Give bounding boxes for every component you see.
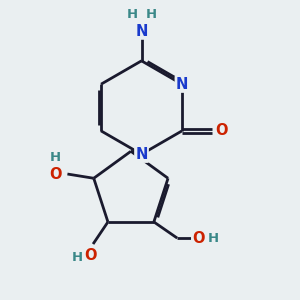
Text: N: N: [176, 77, 188, 92]
Text: H: H: [50, 152, 61, 164]
Text: O: O: [215, 123, 227, 138]
Text: N: N: [135, 24, 148, 39]
Text: H: H: [145, 8, 156, 22]
Text: N: N: [135, 147, 148, 162]
Text: O: O: [49, 167, 62, 182]
Text: H: H: [71, 251, 82, 264]
Text: H: H: [127, 8, 138, 22]
Text: H: H: [208, 232, 219, 244]
Text: O: O: [84, 248, 97, 263]
Text: O: O: [192, 231, 205, 246]
